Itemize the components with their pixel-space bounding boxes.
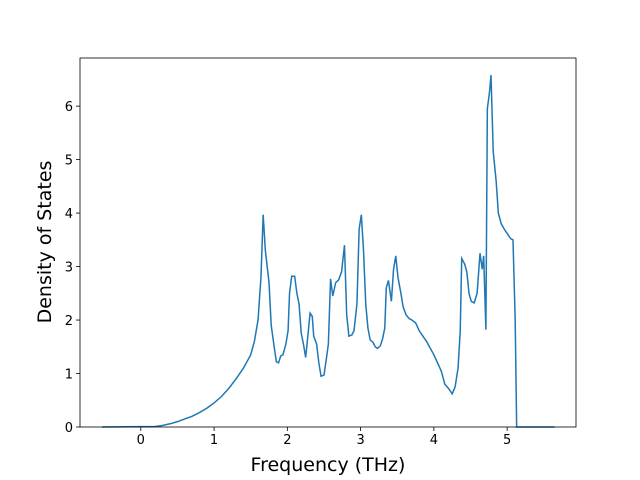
- x-tick-label: 4: [430, 433, 438, 448]
- y-tick-label: 6: [65, 100, 73, 115]
- y-tick-label: 1: [65, 368, 73, 383]
- plot-frame: [79, 57, 577, 428]
- y-axis-label: Density of States: [34, 161, 56, 324]
- line: [101, 75, 555, 428]
- x-tick-label: 2: [283, 433, 291, 448]
- x-tick-label: 5: [503, 433, 511, 448]
- y-tick-label: 4: [65, 207, 73, 222]
- y-tick-label: 5: [65, 154, 73, 169]
- x-tick-label: 1: [210, 433, 218, 448]
- y-tick-label: 3: [65, 261, 73, 276]
- y-tick-label: 2: [65, 314, 73, 329]
- x-axis-label: Frequency (THz): [251, 454, 406, 476]
- x-tick-label: 3: [356, 433, 364, 448]
- y-tick-label: 0: [65, 421, 73, 436]
- x-tick-label: 0: [137, 433, 145, 448]
